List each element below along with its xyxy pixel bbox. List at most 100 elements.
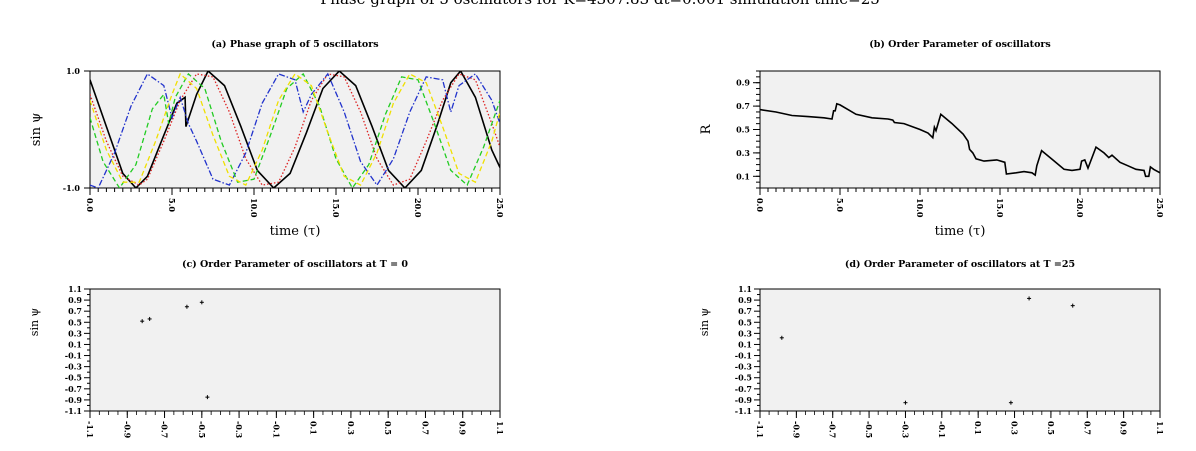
panel-a-series-0-line: [90, 71, 500, 188]
panel-b-x-tick-label: 20.0: [1075, 198, 1085, 218]
panel-d-y-tick-label: -1.1: [735, 406, 752, 416]
panel-b-y-tick-label: 0.7: [736, 101, 750, 111]
panel-d-y-tick-label: 0.7: [738, 306, 752, 316]
panel-c-x-tick-label: -0.1: [271, 421, 281, 438]
panel-c-x-tick-label: 0.3: [346, 421, 356, 435]
panel-c-point: [147, 316, 152, 321]
panel-d-y-tick-label: -0.7: [735, 384, 752, 394]
panel-d-y-tick-label: 0.9: [738, 295, 752, 305]
panel-c-x-tick-label: -0.3: [234, 421, 244, 439]
panel-d-point: [779, 335, 784, 340]
panel-d-title: (d) Order Parameter of oscillators at T …: [845, 259, 1075, 270]
panel-b-x-tick-label: 25.0: [1155, 198, 1165, 218]
panel-d-point: [1027, 296, 1032, 301]
panel-b-series-0-line: [760, 102, 1160, 178]
panel-c-y-tick-label: 0.7: [68, 306, 82, 316]
panel-d-point: [903, 400, 908, 405]
panel-c-x-tick-label: 0.5: [383, 421, 393, 435]
panel-d-y-label: sin ψ: [698, 308, 711, 336]
panel-d-plot-area: [759, 288, 1161, 412]
panel-a-title: (a) Phase graph of 5 oscillators: [211, 39, 378, 50]
panel-d-y-tick-label: 1.1: [738, 284, 752, 294]
panel-a-series-4-line: [90, 72, 500, 186]
panel-a-plot-area: [89, 70, 501, 189]
panel-c-y-tick-label: 0.9: [68, 295, 82, 305]
panel-b-plot-area: [759, 70, 1161, 189]
panel-c-y-tick-label: 0.5: [68, 317, 82, 327]
panel-c-x-tick-label: 1.1: [495, 421, 505, 435]
panel-c-y-tick-label: -0.3: [65, 362, 83, 372]
panel-c-y-tick-label: -0.1: [65, 351, 82, 361]
panel-d-x-tick-label: -0.9: [791, 421, 801, 439]
panel-b-y-tick-label: 0.3: [736, 148, 750, 158]
panel-d-x-tick-label: -0.7: [828, 421, 838, 438]
panel-c-y-label: sin ψ: [28, 308, 41, 336]
panel-c-y-tick-label: 1.1: [68, 284, 82, 294]
panel-d-y-tick-label: 0.1: [738, 339, 752, 349]
panel-d-y-tick-label: 0.3: [738, 328, 752, 338]
panel-c-x-tick-label: 0.7: [420, 421, 430, 435]
panel-d-y-tick-label: 0.5: [738, 317, 752, 327]
panel-a-series-2-line: [90, 72, 500, 188]
figure-title: Phase graph of 5 oscillators for K=4307.…: [320, 0, 880, 8]
panel-d-x-tick-label: -0.1: [937, 421, 947, 438]
panel-a-x-label: time (τ): [270, 224, 321, 239]
panel-c-x-tick-label: 0.9: [458, 421, 468, 435]
panel-b-x-tick-label: 0.0: [755, 198, 765, 212]
panel-d-y-tick-label: -0.1: [735, 351, 752, 361]
panel-a-y-tick-label: 1.0: [66, 66, 80, 76]
panel-d-point: [1070, 303, 1075, 308]
panel-c-x-tick-label: -0.5: [197, 421, 207, 438]
panel-c-point: [199, 300, 204, 305]
panel-b-y-tick-label: 0.9: [736, 78, 750, 88]
panel-d-y-tick-label: -0.3: [735, 362, 753, 372]
panel-d-x-tick-label: 0.3: [1010, 421, 1020, 435]
panel-c-y-tick-label: 0.1: [68, 339, 82, 349]
panel-b-x-tick-label: 10.0: [915, 198, 925, 218]
panel-a-series-1-line: [90, 73, 500, 186]
panel-a-y-tick-label: -1.0: [63, 183, 81, 193]
panel-c-x-tick-label: -1.1: [85, 421, 95, 438]
panel-a-x-tick-label: 25.0: [495, 198, 505, 218]
panel-d-y-tick-label: -0.9: [735, 395, 753, 405]
panel-b-x-tick-label: 5.0: [835, 198, 845, 212]
panel-b-x-label: time (τ): [935, 224, 986, 239]
panel-c-y-tick-label: 0.3: [68, 328, 82, 338]
panel-a-x-tick-label: 15.0: [331, 198, 341, 218]
panel-c-x-tick-label: 0.1: [309, 421, 319, 435]
panel-d-x-tick-label: 0.9: [1119, 421, 1129, 435]
panel-c-y-tick-label: -1.1: [65, 406, 82, 416]
panel-d-y-tick-label: -0.5: [735, 373, 752, 383]
panel-c-y-tick-label: -0.5: [65, 373, 82, 383]
panel-d-x-tick-label: 0.7: [1082, 421, 1092, 435]
panel-c-point: [205, 395, 210, 400]
panel-b-y-tick-label: 0.5: [736, 125, 750, 135]
panel-d-x-tick-label: -0.5: [864, 421, 874, 438]
panel-d-x-tick-label: -0.3: [900, 421, 910, 439]
panel-c-title: (c) Order Parameter of oscillators at T …: [182, 259, 408, 270]
panel-c-point: [140, 319, 145, 324]
panel-b-y-label: R: [699, 123, 714, 134]
panel-b-y-tick-label: 0.1: [736, 171, 750, 181]
panel-c-point: [184, 304, 189, 309]
panel-c-y-tick-label: -0.9: [65, 395, 83, 405]
panel-d-x-tick-label: 0.5: [1046, 421, 1056, 435]
panel-c-y-tick-label: -0.7: [65, 384, 82, 394]
panel-d-point: [1008, 400, 1013, 405]
panel-b-x-tick-label: 15.0: [995, 198, 1005, 218]
panel-a-x-tick-label: 0.0: [85, 198, 95, 212]
panel-c-plot-area: [89, 288, 501, 412]
panel-c-x-tick-label: -0.9: [122, 421, 132, 439]
panel-a-x-tick-label: 5.0: [167, 198, 177, 212]
panel-d-x-tick-label: -1.1: [755, 421, 765, 438]
panel-c-x-tick-label: -0.7: [160, 421, 170, 438]
panel-d-x-tick-label: 0.1: [973, 421, 983, 435]
panel-b-title: (b) Order Parameter of oscillators: [869, 39, 1051, 50]
panel-a-series-3-line: [90, 72, 500, 188]
panel-a-x-tick-label: 20.0: [413, 198, 423, 218]
panel-d-x-tick-label: 1.1: [1155, 421, 1165, 435]
panel-a-y-label: sin ψ: [29, 113, 44, 147]
panel-a-x-tick-label: 10.0: [249, 198, 259, 218]
